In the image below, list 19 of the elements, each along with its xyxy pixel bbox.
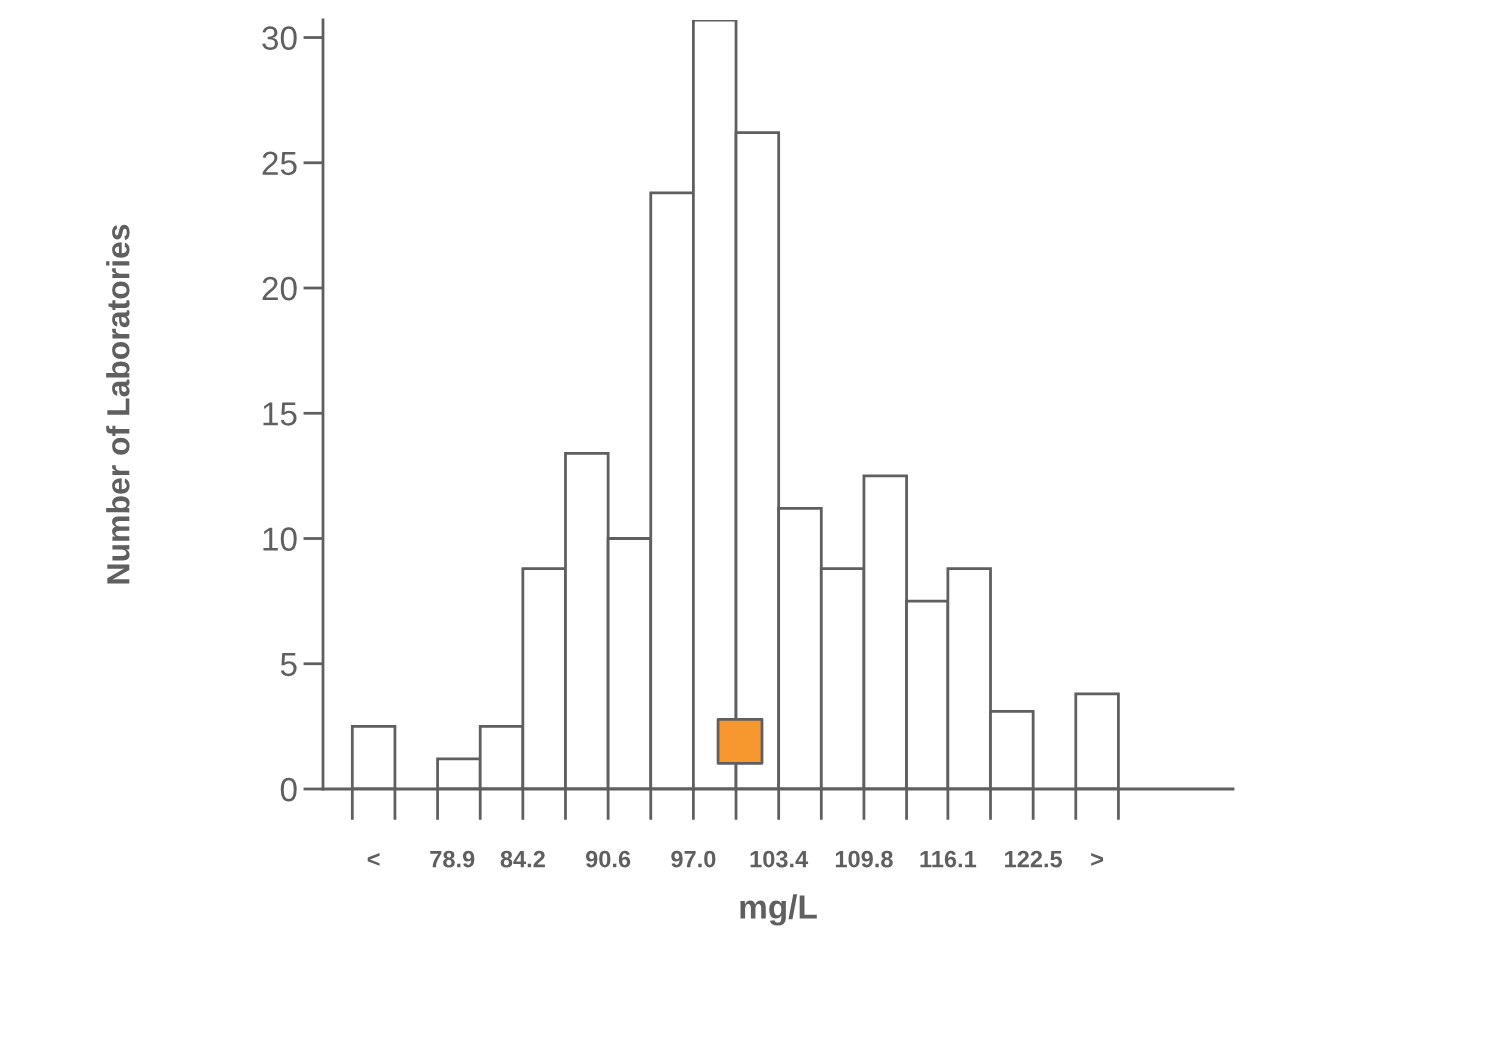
x-tick-label: <: [367, 853, 380, 866]
y-tick-label: 10: [263, 527, 297, 551]
y-tick-label: 5: [280, 652, 297, 677]
y-tick-label: 20: [262, 276, 297, 301]
x-tick-label: 103.4: [750, 850, 809, 868]
y-tick-label: 25: [262, 151, 297, 176]
x-axis-title: mg/L: [740, 894, 817, 926]
y-axis-title: Number of Laboratories: [106, 224, 130, 584]
x-tick-label: 84.2: [500, 850, 545, 868]
x-tick-label: >: [1091, 853, 1104, 866]
x-tick-label: 90.6: [585, 850, 631, 868]
x-tick-label: 109.8: [835, 850, 893, 868]
y-tick-label: 30: [262, 26, 297, 50]
x-tick-label: 122.5: [1005, 850, 1063, 868]
y-tick-label: 15: [263, 402, 297, 426]
y-tick-label: 0: [280, 777, 297, 802]
x-tick-label: 78.9: [430, 850, 475, 868]
x-tick-label: 116.1: [920, 850, 977, 868]
x-tick-label: 97.0: [671, 850, 716, 868]
